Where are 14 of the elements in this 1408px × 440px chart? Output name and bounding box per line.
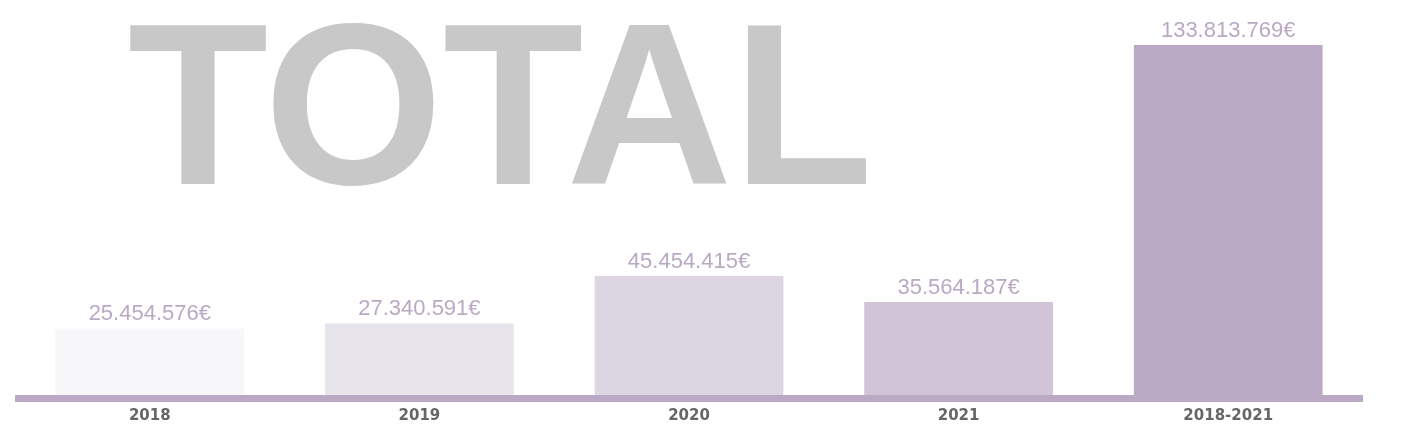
bar (864, 301, 1053, 395)
data-label: 25.454.576€ (88, 300, 211, 326)
bar (325, 323, 514, 395)
bar (55, 328, 245, 395)
data-label: 27.340.591€ (358, 295, 481, 321)
data-label: 35.564.187€ (897, 273, 1020, 299)
x-tick-label: 2018 (128, 406, 171, 424)
x-tick-label: 2021 (937, 406, 980, 424)
x-tick-label: 2020 (668, 406, 710, 424)
data-label: 133.813.769€ (1160, 17, 1296, 42)
data-label: 45.454.415€ (627, 248, 751, 274)
x-tick-label: 2018-2021 (1183, 406, 1274, 424)
bar (594, 276, 784, 395)
x-tick-label: 2019 (398, 406, 441, 424)
